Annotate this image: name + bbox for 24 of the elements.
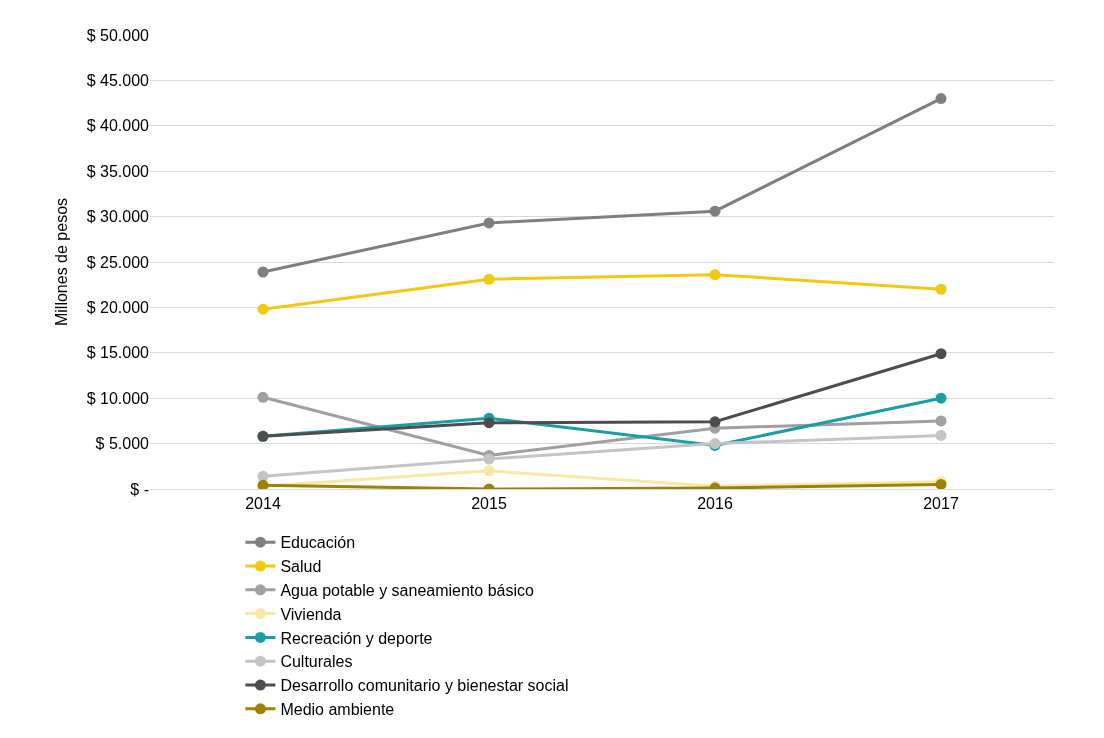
legend-label: Salud [280, 558, 322, 576]
y-axis-title: Millones de pesos [52, 197, 70, 327]
legend-label: Culturales [280, 653, 353, 671]
x-tick-label: 2017 [923, 495, 959, 513]
y-tick-label: $ 15.000 [86, 344, 150, 362]
y-tick-label: $ 40.000 [86, 117, 150, 135]
legend-label: Desarrollo comunitario y bienestar social [280, 677, 569, 695]
y-tick-label: $ - [130, 480, 149, 498]
x-tick-label: 2015 [471, 495, 507, 513]
y-tick-label: $ 45.000 [86, 72, 150, 89]
legend-label: Educación [280, 534, 356, 552]
legend-label: Medio ambiente [280, 701, 395, 719]
y-tick-label: $ 20.000 [86, 299, 150, 316]
legend-label: Recreación y deporte [280, 629, 433, 647]
legend-label: Vivienda [280, 605, 342, 623]
y-tick-label: $ 30.000 [86, 208, 150, 226]
y-tick-label: $ 25.000 [86, 253, 150, 271]
y-tick-label: $ 35.000 [86, 162, 150, 180]
y-tick-label: $ 5.000 [95, 435, 150, 453]
x-tick-label: 2014 [245, 495, 281, 513]
y-tick-label: $ 10.000 [86, 389, 150, 407]
y-tick-label: $ 50.000 [86, 26, 150, 44]
x-tick-label: 2016 [697, 495, 733, 513]
legend-label: Agua potable y saneamiento básico [280, 582, 535, 600]
